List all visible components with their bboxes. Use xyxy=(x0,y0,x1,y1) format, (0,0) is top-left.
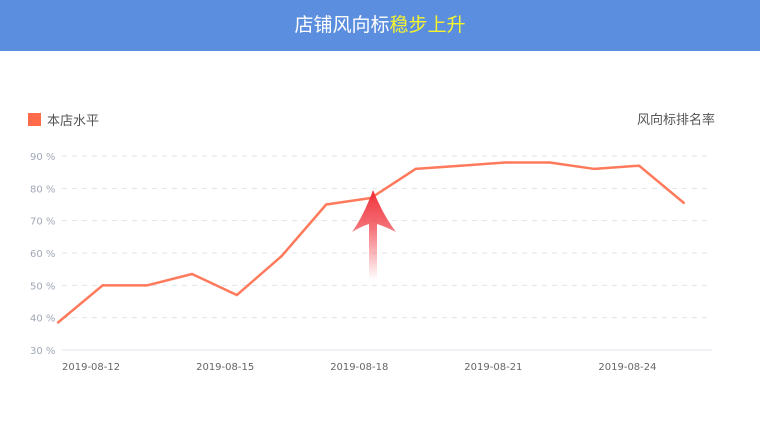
data-point xyxy=(503,161,507,164)
data-point xyxy=(682,201,685,205)
y-tick-label: 50 % xyxy=(30,281,55,292)
legend: 本店水平 xyxy=(28,110,99,129)
data-point xyxy=(414,167,417,171)
data-point xyxy=(325,203,328,206)
y-tick-label: 60 % xyxy=(30,249,55,260)
title-main: 店铺风向标 xyxy=(294,14,390,36)
data-point xyxy=(146,284,149,287)
y-tick-label: 40 % xyxy=(30,314,55,325)
y-tick-label: 70 % xyxy=(30,217,55,228)
legend-label: 本店水平 xyxy=(47,114,100,129)
ranking-rate-label: 风向标排名率 xyxy=(636,113,715,128)
legend-swatch xyxy=(28,113,41,126)
x-tick-label: 2019-08-12 xyxy=(62,362,120,373)
data-point xyxy=(101,284,104,287)
data-point xyxy=(593,167,596,171)
y-tick-label: 30 % xyxy=(30,346,55,357)
data-point xyxy=(280,255,283,258)
y-tick-label: 90 % xyxy=(30,152,55,163)
x-tick-label: 2019-08-21 xyxy=(464,362,522,373)
title-highlight: 稳步上升 xyxy=(389,14,466,36)
data-point xyxy=(637,164,641,167)
data-point xyxy=(459,164,462,167)
data-point xyxy=(56,321,60,324)
data-point xyxy=(548,161,551,164)
x-tick-label: 2019-08-15 xyxy=(196,362,254,373)
data-point xyxy=(190,272,194,276)
x-tick-label: 2019-08-24 xyxy=(598,362,656,373)
y-tick-label: 80 % xyxy=(30,184,55,195)
title-banner: 店铺风向标稳步上升 xyxy=(0,0,760,51)
upward-arrow-icon xyxy=(352,190,396,280)
x-tick-label: 2019-08-18 xyxy=(330,362,388,373)
data-point xyxy=(235,293,238,297)
